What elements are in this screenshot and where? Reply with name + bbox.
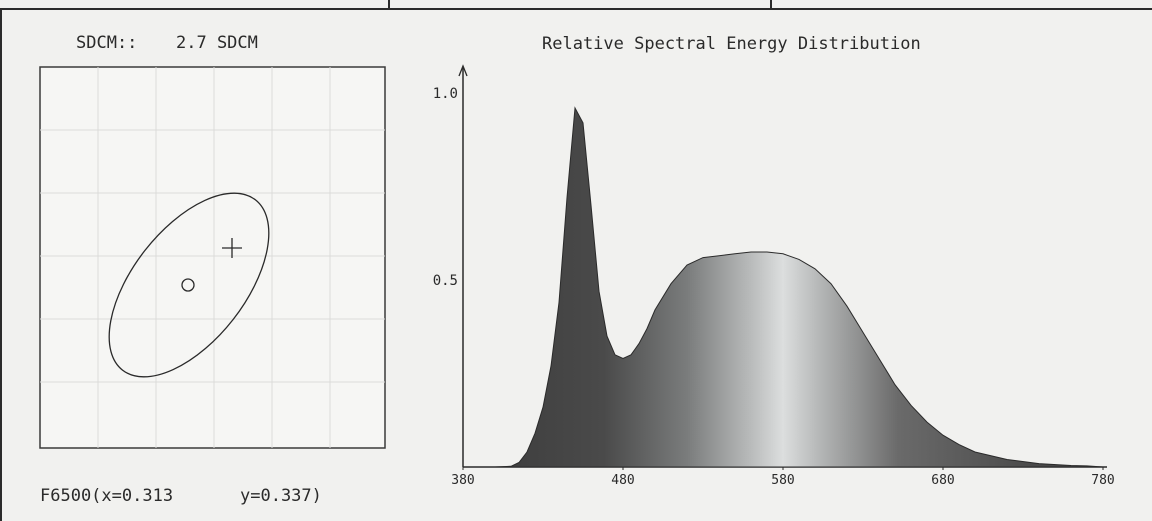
- circle-marker: [181, 278, 195, 292]
- x-tick-label-580: 580: [771, 473, 794, 488]
- top-divider-1: [388, 0, 390, 10]
- x-tick-label-780: 780: [1091, 473, 1114, 488]
- x-tick-label-680: 680: [931, 473, 954, 488]
- chart-ticks: 380 480 580 680 780 0.5 1.0: [433, 86, 1115, 488]
- x-tick-label-380: 380: [451, 473, 474, 488]
- chart-marks: [463, 106, 1104, 468]
- top-border: [0, 8, 1152, 10]
- y-tick-label-1: 1.0: [433, 86, 458, 102]
- cross-marker: [222, 238, 242, 258]
- y-tick-label-0: 0.5: [433, 273, 458, 289]
- chromaticity-box: [39, 66, 386, 449]
- macadam-ellipse: [108, 192, 270, 378]
- chart-title: Relative Spectral Energy Distribution: [542, 34, 921, 54]
- left-border: [0, 8, 2, 521]
- sdcm-label: SDCM::: [76, 33, 137, 53]
- reference-y: y=0.337): [240, 486, 322, 506]
- top-divider-2: [770, 0, 772, 10]
- chromaticity-grid: [40, 67, 385, 448]
- spectrum-area-0: [463, 106, 1104, 468]
- x-tick-label-480: 480: [611, 473, 634, 488]
- sdcm-value: 2.7 SDCM: [176, 33, 258, 53]
- y-axis-arrow: [458, 64, 468, 77]
- reference-label: F6500(x=0.313: [40, 486, 173, 506]
